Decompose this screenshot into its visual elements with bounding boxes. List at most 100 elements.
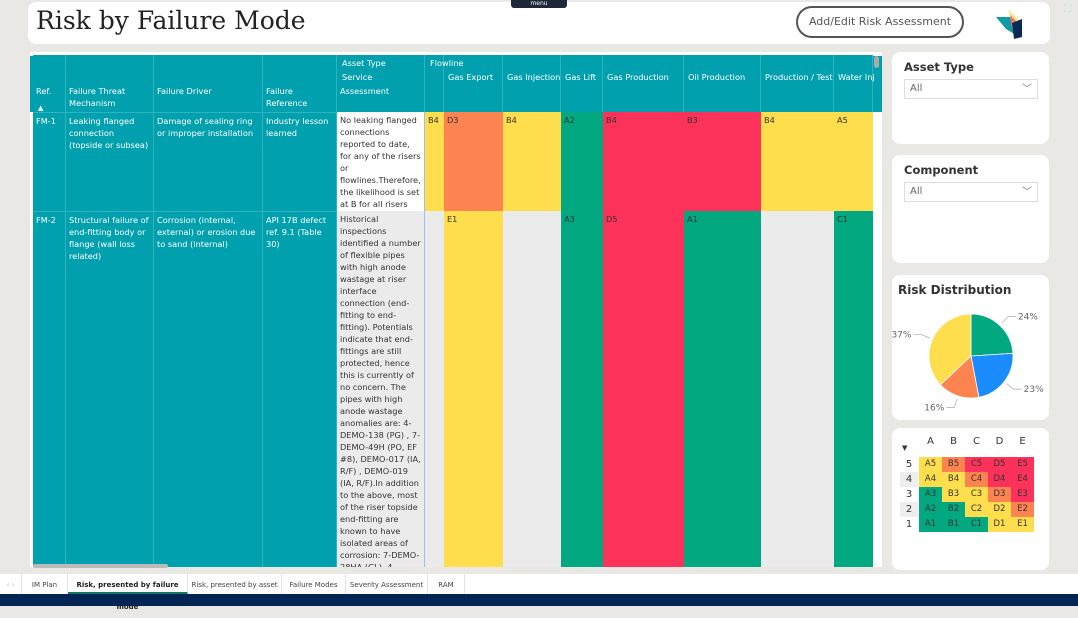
matrix-row-label: 2	[900, 502, 918, 517]
tab-im-plan[interactable]: IM Plan	[22, 574, 68, 594]
header-column	[444, 55, 503, 112]
service-column-header[interactable]: Oil Production	[688, 72, 746, 82]
service-column-header[interactable]: Gas Production	[607, 72, 669, 82]
service-column-header[interactable]: Gas Injection	[507, 72, 561, 82]
tab-scroll-arrows-icon[interactable]: ‹ ›	[0, 574, 22, 594]
matrix-cell[interactable]: D5	[988, 457, 1011, 472]
matrix-row-label: 3	[900, 487, 918, 502]
service-column-header[interactable]	[425, 69, 444, 73]
risk-cell[interactable]: B4	[425, 112, 444, 211]
column-header[interactable]: Failure Reference	[266, 86, 308, 108]
leader-line	[1001, 316, 1016, 324]
matrix-cell[interactable]: A1	[919, 517, 942, 532]
sort-descending-icon[interactable]: ▼	[902, 444, 908, 452]
pie-data-label: 37%	[892, 331, 912, 341]
pie-chart: 24% 23% 16% 37%	[892, 313, 1044, 414]
matrix-cell[interactable]: D3	[988, 487, 1011, 502]
tab-ram[interactable]: RAM	[428, 574, 465, 594]
column-header[interactable]: Failure Threat Mechanism	[69, 86, 126, 108]
matrix-cell[interactable]: C2	[965, 502, 988, 517]
matrix-cell[interactable]: C4	[965, 472, 988, 487]
vertical-scrollbar[interactable]	[873, 54, 881, 562]
service-column-header[interactable]: Production / Test	[765, 72, 833, 82]
matrix-cell[interactable]: E3	[1011, 487, 1034, 502]
asset-type-dropdown[interactable]: All ﹀	[904, 79, 1038, 99]
filter-label: Component	[904, 163, 979, 177]
tab-risk-presented-by-failure-mode[interactable]: Risk, presented by failure mode	[68, 574, 188, 611]
chart-title: Risk Distribution	[898, 283, 1012, 297]
risk-cell[interactable]: A2	[561, 112, 603, 211]
matrix-cell[interactable]: E5	[1011, 457, 1034, 472]
component-dropdown[interactable]: All ﹀	[904, 182, 1038, 202]
tab-failure-modes[interactable]: Failure Modes	[282, 574, 346, 594]
fullscreen-icon[interactable]: ⛶	[1064, 4, 1071, 15]
matrix-cell[interactable]: D4	[988, 472, 1011, 487]
matrix-cell[interactable]: D2	[988, 502, 1011, 517]
risk-cell[interactable]: A5	[834, 112, 873, 211]
asset-type-filter: Asset Type All ﹀	[892, 52, 1049, 144]
matrix-cell[interactable]: D1	[988, 517, 1011, 532]
matrix-cell[interactable]: A5	[919, 457, 942, 472]
risk-cell[interactable]: B4	[503, 112, 561, 211]
column-header[interactable]: Ref.	[36, 86, 52, 96]
matrix-cell[interactable]: B3	[942, 487, 965, 502]
matrix-cell[interactable]: B4	[942, 472, 965, 487]
pie-slice[interactable]	[970, 313, 1014, 357]
row-driver: Damage of sealing ring or improper insta…	[154, 112, 263, 211]
risk-cell[interactable]: A1	[684, 211, 761, 567]
matrix-cell[interactable]: C1	[965, 517, 988, 532]
row-reference: Industry lesson learned	[263, 112, 337, 211]
filter-label: Asset Type	[904, 60, 974, 74]
risk-cell[interactable]	[761, 211, 834, 567]
row-mechanism: Structural failure of end-fitting body o…	[66, 211, 154, 567]
matrix-cell[interactable]: C3	[965, 487, 988, 502]
service-column-header[interactable]: Gas Lift	[565, 72, 597, 82]
matrix-cell[interactable]: A4	[919, 472, 942, 487]
column-header[interactable]: Failure Driver	[157, 86, 212, 96]
matrix-row-label: 5	[900, 457, 918, 472]
row-mechanism: Leaking flanged connection (topside or s…	[66, 112, 154, 211]
header-column	[66, 55, 154, 112]
matrix-cell[interactable]: B5	[942, 457, 965, 472]
matrix-cell[interactable]: C5	[965, 457, 988, 472]
matrix-cell[interactable]: E2	[1011, 502, 1034, 517]
pie-slice[interactable]	[970, 352, 1014, 398]
matrix-column-label: D	[995, 436, 1004, 447]
risk-cell[interactable]: B3	[684, 112, 761, 211]
menu-button[interactable]: menu	[511, 0, 567, 8]
risk-cell[interactable]: A3	[561, 211, 603, 567]
service-column-header[interactable]: Water Inje	[838, 72, 874, 82]
add-edit-risk-assessment-button[interactable]: Add/Edit Risk Assessment	[796, 6, 964, 38]
risk-cell[interactable]: B4	[761, 112, 834, 211]
matrix-cell[interactable]: A3	[919, 487, 942, 502]
risk-cell[interactable]: D5	[603, 211, 684, 567]
matrix-cell[interactable]: E1	[1011, 517, 1034, 532]
row-reference: API 17B defect ref. 9.1 (Table 30)	[263, 211, 337, 567]
header-column	[154, 55, 263, 112]
dropdown-value: All	[910, 186, 923, 197]
matrix-cell[interactable]: A2	[919, 502, 942, 517]
matrix-cell[interactable]: E4	[1011, 472, 1034, 487]
matrix-cell[interactable]: B2	[942, 502, 965, 517]
row-driver: Corrosion (internal, external) or erosio…	[154, 211, 263, 567]
matrix-row-label: 1	[900, 517, 918, 532]
component-filter: Component All ﹀	[892, 155, 1049, 263]
service-column-header[interactable]: Gas Export	[448, 72, 494, 82]
row-ref: FM-1	[33, 112, 66, 211]
risk-cell[interactable]: D3	[444, 112, 503, 211]
risk-cell[interactable]	[425, 211, 444, 567]
risk-cell[interactable]: B4	[603, 112, 684, 211]
risk-cell[interactable]: C1	[834, 211, 873, 567]
tab-risk-presented-by-asset[interactable]: Risk, presented by asset	[188, 574, 282, 594]
risk-distribution-card: Risk Distribution 24% 23% 16% 37%	[892, 275, 1049, 420]
column-header[interactable]: Assessment	[340, 86, 390, 96]
sort-ascending-icon[interactable]: ▲	[38, 104, 44, 112]
row-assessment: No leaking flanged connections reported …	[337, 112, 425, 211]
tab-severity-assessment[interactable]: Severity Assessment	[346, 574, 428, 594]
risk-cell[interactable]	[503, 211, 561, 567]
horizontal-scrollbar[interactable]	[33, 564, 168, 568]
pie-slice[interactable]	[928, 313, 972, 386]
matrix-cell[interactable]: B1	[942, 517, 965, 532]
page-tabs: ‹ › IM Plan Risk, presented by failure mo…	[0, 574, 1078, 611]
risk-cell[interactable]: E1	[444, 211, 503, 567]
